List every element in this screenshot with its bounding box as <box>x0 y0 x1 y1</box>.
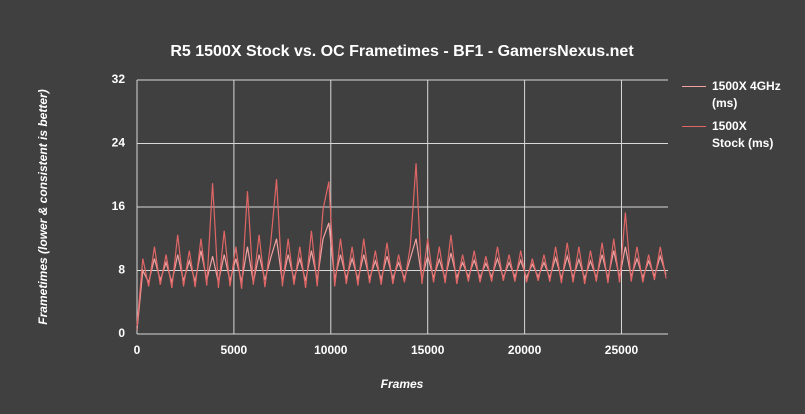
x-tick-label: 0 <box>134 343 141 357</box>
y-tick-label: 32 <box>112 72 126 86</box>
x-axis-label: Frames <box>381 377 424 391</box>
y-tick-label: 24 <box>112 136 126 150</box>
legend-swatch <box>682 126 706 127</box>
legend-item: 1500X 4GHz (ms) <box>682 78 782 112</box>
x-tick-label: 5000 <box>221 343 248 357</box>
series-line <box>136 222 667 331</box>
x-tick-label: 25000 <box>605 343 639 357</box>
chart-title: R5 1500X Stock vs. OC Frametimes - BF1 -… <box>170 43 634 60</box>
legend-label: 1500X Stock (ms) <box>712 119 774 150</box>
legend-item: 1500X Stock (ms) <box>682 118 782 152</box>
y-tick-label: 0 <box>118 326 125 340</box>
y-tick-label: 8 <box>118 263 125 277</box>
series-line <box>136 163 667 327</box>
y-axis-label: Frametimes (lower & consistent is better… <box>36 89 50 324</box>
legend-swatch <box>682 86 706 87</box>
legend: 1500X 4GHz (ms) 1500X Stock (ms) <box>682 78 782 158</box>
x-tick-label: 20000 <box>508 343 542 357</box>
y-tick-label: 16 <box>112 199 126 213</box>
x-tick-label: 15000 <box>411 343 445 357</box>
x-tick-label: 10000 <box>314 343 348 357</box>
legend-label: 1500X 4GHz (ms) <box>712 79 781 110</box>
